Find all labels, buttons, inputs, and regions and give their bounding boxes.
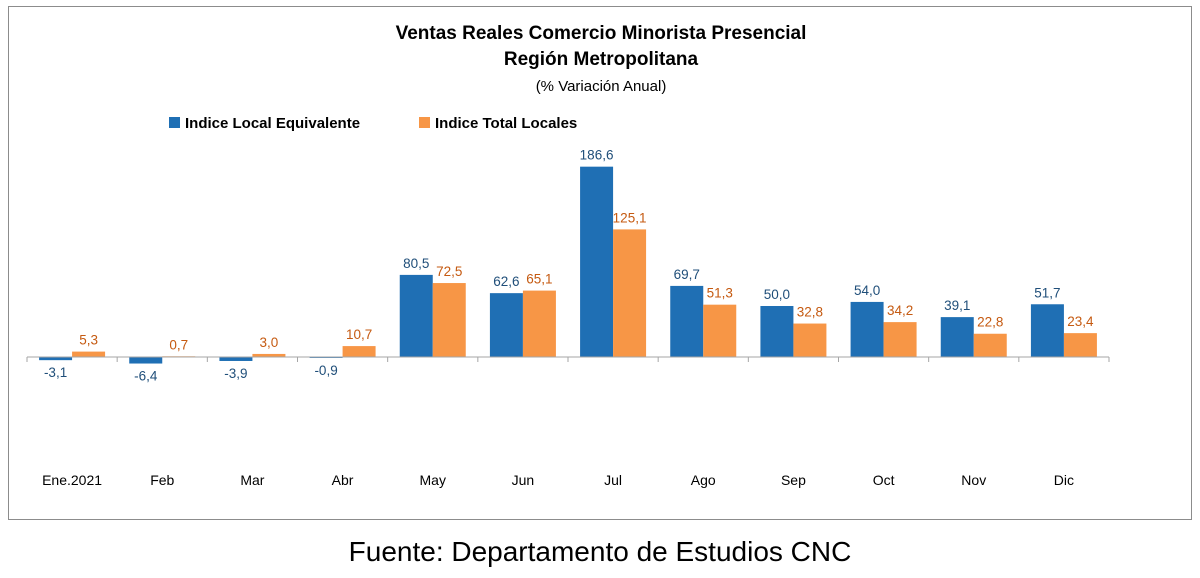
x-tick-label: May xyxy=(420,472,446,488)
source-note: Fuente: Departamento de Estudios CNC xyxy=(348,536,852,567)
data-label-total-locales: 10,7 xyxy=(346,327,372,342)
bar-local-equivalente xyxy=(580,166,614,357)
x-tick-label: Abr xyxy=(332,472,354,488)
data-label-total-locales: 0,7 xyxy=(169,337,188,352)
data-label-local-equivalente: -3,1 xyxy=(44,365,67,380)
x-tick-label: Jun xyxy=(512,472,535,488)
data-label-local-equivalente: 80,5 xyxy=(403,256,429,271)
chart-frame: Ventas Reales Comercio Minorista Presenc… xyxy=(8,6,1192,520)
data-label-local-equivalente: 51,7 xyxy=(1034,285,1060,300)
bar-local-equivalente xyxy=(850,301,884,357)
data-label-total-locales: 51,3 xyxy=(707,286,733,301)
data-label-total-locales: 34,2 xyxy=(887,303,913,318)
bar-total-locales xyxy=(973,333,1007,357)
bar-local-equivalente xyxy=(670,285,704,357)
x-axis: Ene.2021 Feb Mar Abr May Jun Jul Ago Sep Oct Nov Di… xyxy=(26,356,1110,488)
bar-total-locales xyxy=(522,290,556,357)
bar-local-equivalente xyxy=(219,357,253,361)
chart-subtitle: (% Variación Anual) xyxy=(536,78,667,95)
legend-swatch-total-locales xyxy=(419,117,430,128)
x-tick-label: Sep xyxy=(781,472,806,488)
x-tick-label: Oct xyxy=(873,472,895,488)
bar-total-locales xyxy=(252,353,286,357)
data-label-local-equivalente: -3,9 xyxy=(224,366,247,381)
x-tick-label: Nov xyxy=(961,472,986,488)
bars-layer: -3,1 5,3 -6,4 0,7 -3,9 3,0 -0,9 10,7 80,5 72,5 62,… xyxy=(39,148,1097,384)
legend-label-local-equivalente: Indice Local Equivalente xyxy=(185,115,360,132)
data-label-local-equivalente: 186,6 xyxy=(580,148,614,163)
data-label-local-equivalente: 39,1 xyxy=(944,298,970,313)
bar-local-equivalente xyxy=(399,274,433,357)
bar-total-locales xyxy=(1063,333,1097,357)
bar-local-equivalente xyxy=(39,357,73,361)
data-label-total-locales: 5,3 xyxy=(79,333,98,348)
bar-total-locales xyxy=(72,351,106,357)
x-tick-label: Mar xyxy=(240,472,264,488)
x-tick-label: Jul xyxy=(604,472,622,488)
data-label-local-equivalente: 69,7 xyxy=(674,267,700,282)
data-label-local-equivalente: 50,0 xyxy=(764,287,790,302)
x-tick-label: Dic xyxy=(1054,472,1074,488)
x-tick-label: Ago xyxy=(691,472,716,488)
data-label-total-locales: 32,8 xyxy=(797,305,823,320)
bar-local-equivalente xyxy=(489,293,523,357)
data-label-total-locales: 3,0 xyxy=(260,335,279,350)
bar-local-equivalente xyxy=(940,317,974,357)
data-label-local-equivalente: 62,6 xyxy=(493,274,519,289)
data-label-total-locales: 23,4 xyxy=(1067,314,1094,329)
chart-title-line2: Región Metropolitana xyxy=(504,49,699,70)
chart-title: Ventas Reales Comercio Minorista Presenc… xyxy=(396,23,807,44)
legend-label-total-locales: Indice Total Locales xyxy=(435,115,577,132)
bar-chart: Ventas Reales Comercio Minorista Presenc… xyxy=(26,23,1110,488)
data-label-local-equivalente: -6,4 xyxy=(134,369,158,384)
bar-total-locales xyxy=(342,346,376,357)
data-label-local-equivalente: 54,0 xyxy=(854,283,880,298)
bar-local-equivalente xyxy=(129,357,163,364)
bar-total-locales xyxy=(432,283,466,357)
bar-local-equivalente xyxy=(760,306,794,357)
bar-total-locales xyxy=(793,323,827,357)
data-label-total-locales: 65,1 xyxy=(526,272,552,287)
data-label-total-locales: 72,5 xyxy=(436,264,462,279)
data-label-total-locales: 22,8 xyxy=(977,315,1003,330)
bar-total-locales xyxy=(613,229,647,357)
data-label-total-locales: 125,1 xyxy=(613,210,647,225)
bar-total-locales xyxy=(703,304,737,357)
bar-total-locales xyxy=(883,322,917,357)
legend-swatch-local-equivalente xyxy=(169,117,180,128)
x-tick-label: Feb xyxy=(150,472,174,488)
legend: Indice Local Equivalente Indice Total Lo… xyxy=(169,115,577,132)
bar-local-equivalente xyxy=(1030,304,1064,357)
x-tick-label: Ene.2021 xyxy=(42,472,102,488)
data-label-local-equivalente: -0,9 xyxy=(314,363,337,378)
